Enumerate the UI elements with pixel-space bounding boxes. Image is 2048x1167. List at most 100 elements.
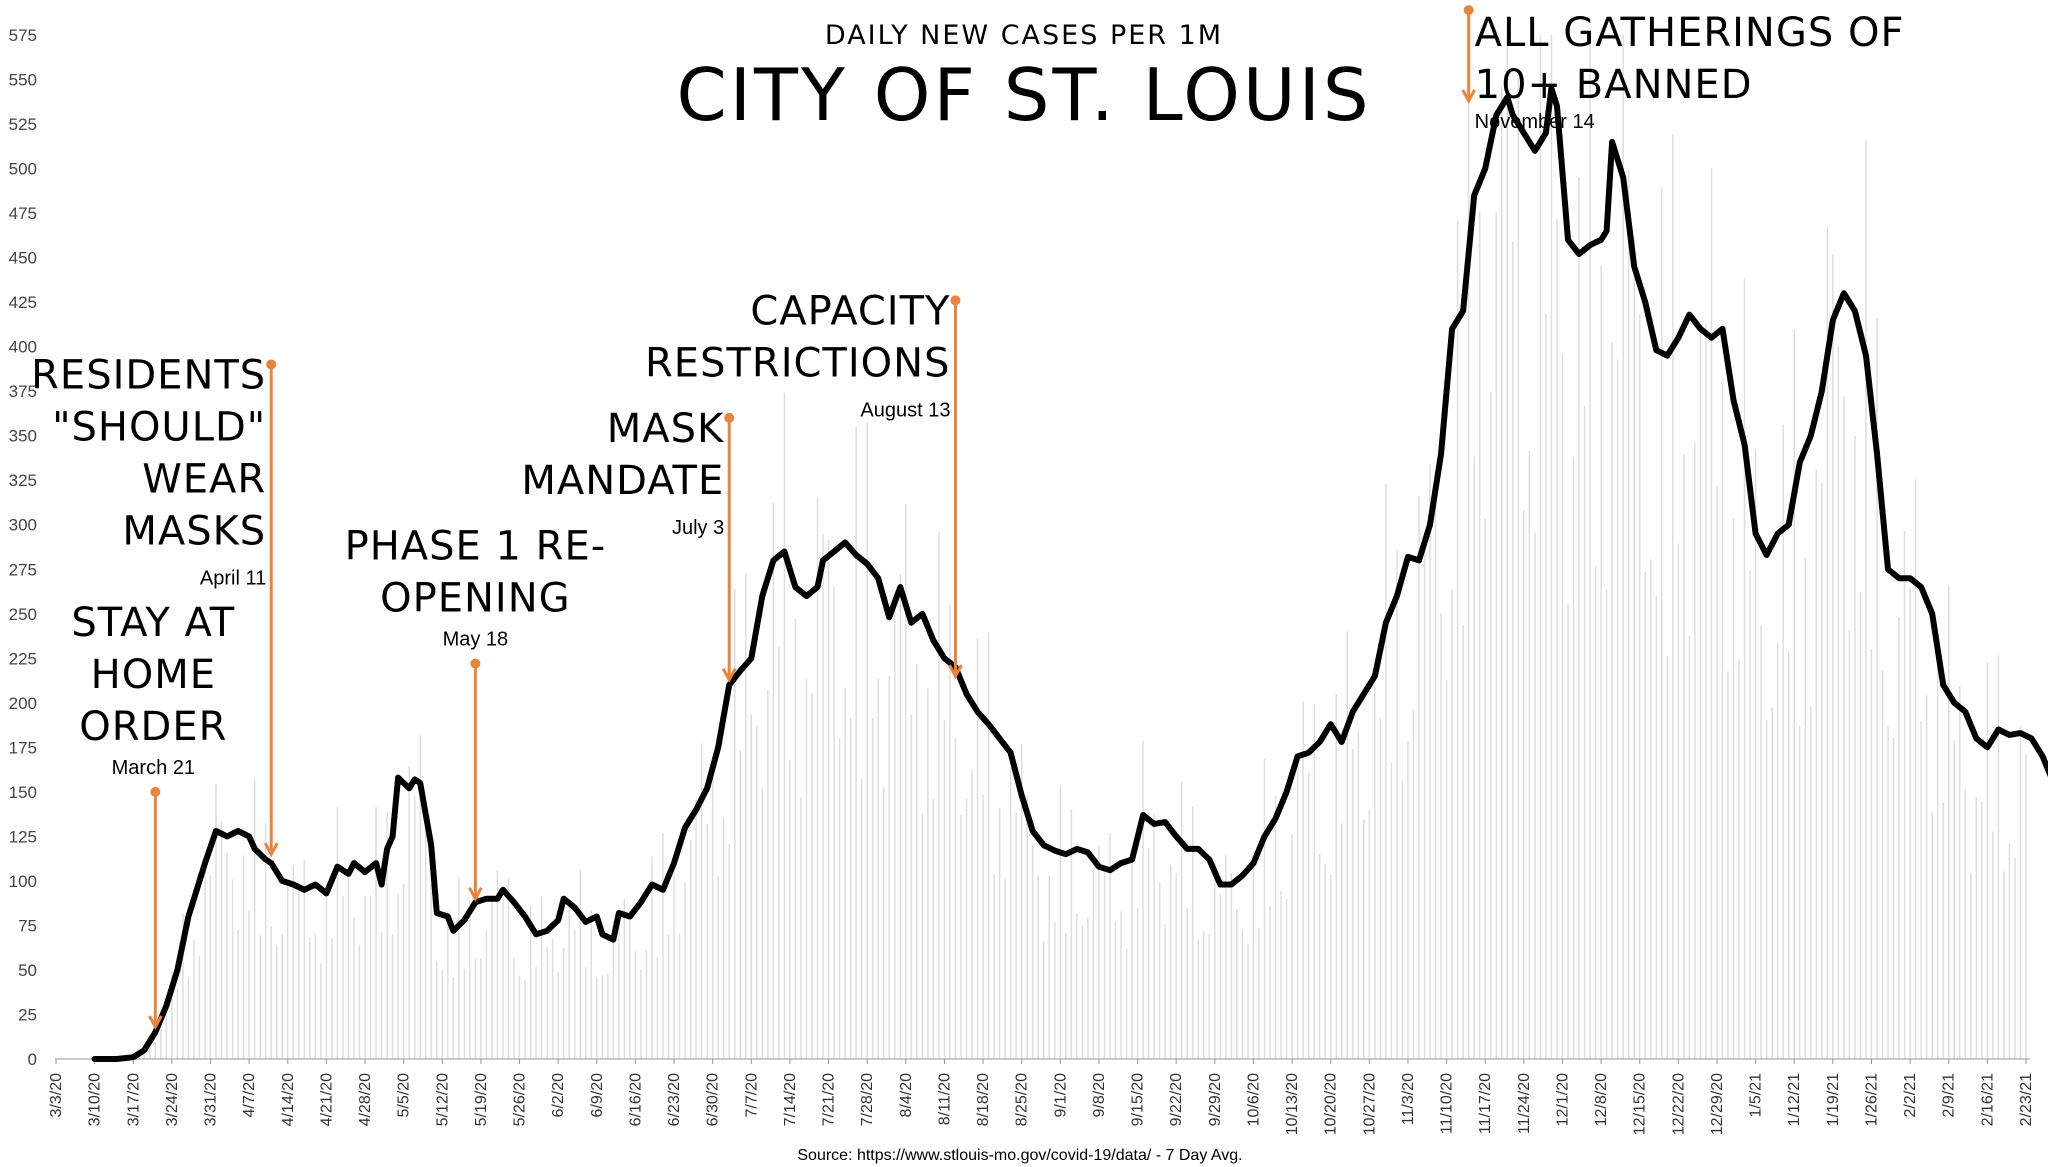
annotation-date: May 18 bbox=[443, 629, 509, 651]
annotation-label: RESIDENTS bbox=[31, 352, 266, 398]
y-tick-label: 225 bbox=[9, 649, 37, 668]
x-tick-label: 2/23/21 bbox=[2018, 1073, 2035, 1126]
x-tick-label: 9/15/20 bbox=[1130, 1073, 1147, 1126]
annotation-date: August 13 bbox=[860, 399, 950, 421]
x-tick-label: 1/12/21 bbox=[1786, 1073, 1803, 1126]
annotation-date: April 11 bbox=[200, 567, 266, 589]
annotation-label: MANDATE bbox=[521, 458, 724, 504]
annotation-label: MASK bbox=[607, 406, 725, 452]
x-tick-label: 8/25/20 bbox=[1014, 1073, 1031, 1126]
y-tick-label: 175 bbox=[9, 738, 37, 757]
annotation-dot bbox=[950, 295, 961, 306]
x-tick-label: 10/20/20 bbox=[1323, 1073, 1340, 1135]
annotation-arrowhead bbox=[468, 887, 483, 902]
y-tick-label: 450 bbox=[9, 249, 37, 268]
x-tick-label: 5/19/20 bbox=[473, 1073, 490, 1126]
annotation-dot bbox=[150, 786, 161, 797]
x-tick-label: 8/11/20 bbox=[936, 1073, 953, 1125]
y-tick-label: 475 bbox=[9, 204, 37, 223]
x-tick-label: 6/16/20 bbox=[627, 1073, 644, 1126]
annotation: ALL GATHERINGS OF 10+ BANNED November 14 bbox=[1461, 5, 1905, 133]
y-tick-label: 300 bbox=[9, 516, 37, 535]
x-tick-label: 11/24/20 bbox=[1516, 1073, 1533, 1134]
y-tick-label: 0 bbox=[28, 1050, 37, 1069]
x-tick-label: 12/8/20 bbox=[1593, 1073, 1610, 1126]
x-tick-label: 4/21/20 bbox=[318, 1073, 335, 1126]
annotation: RESIDENTS "SHOULD" WEAR MASKS April 11 bbox=[31, 352, 279, 858]
annotation-dot bbox=[266, 359, 277, 370]
annotation-label: 10+ BANNED bbox=[1475, 62, 1753, 108]
x-tick-label: 4/28/20 bbox=[357, 1073, 374, 1126]
y-tick-label: 500 bbox=[9, 160, 37, 179]
y-tick-label: 125 bbox=[9, 827, 37, 846]
x-tick-label: 3/31/20 bbox=[203, 1073, 220, 1126]
annotation-label: "SHOULD" bbox=[52, 404, 266, 450]
x-tick-label: 11/3/20 bbox=[1400, 1073, 1417, 1125]
annotation-date: July 3 bbox=[672, 517, 724, 539]
annotation-label: CAPACITY bbox=[750, 288, 950, 334]
x-tick-label: 3/3/20 bbox=[48, 1073, 65, 1118]
annotation-arrowhead bbox=[721, 667, 737, 683]
source-note: Source: https://www.stlouis-mo.gov/covid… bbox=[797, 1147, 1242, 1164]
y-tick-label: 325 bbox=[9, 471, 37, 490]
annotation: STAY AT HOME ORDER March 21 bbox=[71, 600, 234, 1031]
annotation: CAPACITY RESTRICTIONS August 13 bbox=[645, 288, 963, 680]
x-tick-label: 6/9/20 bbox=[589, 1073, 606, 1118]
daily-bars bbox=[121, 35, 2027, 1059]
y-tick-label: 575 bbox=[9, 26, 37, 45]
y-tick-label: 100 bbox=[9, 872, 37, 891]
x-tick-label: 3/17/20 bbox=[125, 1073, 142, 1126]
x-tick-label: 10/6/20 bbox=[1245, 1073, 1262, 1126]
x-tick-label: 4/14/20 bbox=[280, 1073, 297, 1126]
x-tick-label: 2/2/21 bbox=[1902, 1073, 1919, 1118]
annotation-arrowhead bbox=[1461, 89, 1476, 105]
y-tick-label: 150 bbox=[9, 783, 37, 802]
annotation: MASK MANDATE July 3 bbox=[521, 406, 737, 683]
series-line bbox=[91, 85, 2048, 1062]
x-tick-label: 1/19/21 bbox=[1825, 1073, 1842, 1126]
x-tick-label: 8/18/20 bbox=[975, 1073, 992, 1126]
x-tick-label: 6/30/20 bbox=[705, 1073, 722, 1126]
x-tick-label: 11/10/20 bbox=[1439, 1073, 1456, 1134]
annotation-label: PHASE 1 RE- bbox=[345, 524, 607, 570]
y-axis: 0 25 50 75 100 125 150 175 200 225 250 275 300 325 350… bbox=[9, 26, 37, 1069]
annotation: PHASE 1 RE- OPENING May 18 bbox=[345, 524, 607, 902]
x-tick-label: 4/7/20 bbox=[241, 1073, 258, 1118]
x-tick-label: 1/5/21 bbox=[1748, 1073, 1765, 1118]
x-tick-label: 5/5/20 bbox=[396, 1073, 413, 1118]
y-tick-label: 75 bbox=[18, 916, 37, 935]
annotation-date: March 21 bbox=[112, 757, 195, 779]
y-tick-label: 250 bbox=[9, 605, 37, 624]
annotation-label: ORDER bbox=[79, 704, 227, 750]
y-tick-label: 50 bbox=[18, 961, 37, 980]
annotation-arrowhead bbox=[948, 664, 963, 680]
y-tick-label: 425 bbox=[9, 293, 37, 312]
x-axis: 3/3/20 3/10/20 3/17/20 3/24/20 3/31/20 4/7/20… bbox=[48, 1059, 2035, 1135]
x-tick-label: 9/22/20 bbox=[1168, 1073, 1185, 1126]
x-tick-label: 12/22/20 bbox=[1670, 1073, 1687, 1135]
x-tick-label: 7/28/20 bbox=[859, 1073, 876, 1126]
x-tick-label: 10/27/20 bbox=[1361, 1073, 1378, 1135]
x-tick-label: 10/13/20 bbox=[1284, 1073, 1301, 1135]
annotation-dot bbox=[1463, 5, 1474, 16]
x-tick-label: 1/26/21 bbox=[1863, 1073, 1880, 1126]
x-tick-label: 9/8/20 bbox=[1091, 1073, 1108, 1118]
x-tick-label: 7/21/20 bbox=[821, 1073, 838, 1126]
y-tick-label: 25 bbox=[18, 1005, 37, 1024]
annotations: STAY AT HOME ORDER March 21 RESIDENTS "SHOULD… bbox=[31, 5, 1905, 1031]
x-tick-label: 9/1/20 bbox=[1052, 1073, 1069, 1118]
annotation-label: WEAR bbox=[142, 456, 266, 502]
x-tick-label: 3/10/20 bbox=[87, 1073, 104, 1126]
y-tick-label: 350 bbox=[9, 427, 37, 446]
annotation-label: RESTRICTIONS bbox=[645, 340, 950, 386]
y-tick-label: 200 bbox=[9, 694, 37, 713]
y-tick-label: 400 bbox=[9, 338, 37, 357]
annotation-label: ALL GATHERINGS OF bbox=[1475, 10, 1905, 56]
chart-title: CITY OF ST. LOUIS bbox=[676, 53, 1371, 137]
annotation-label: OPENING bbox=[380, 576, 571, 622]
x-tick-label: 2/9/21 bbox=[1941, 1073, 1958, 1118]
x-tick-label: 12/1/20 bbox=[1554, 1073, 1571, 1126]
x-tick-label: 7/7/20 bbox=[743, 1073, 760, 1118]
y-tick-label: 550 bbox=[9, 71, 37, 90]
